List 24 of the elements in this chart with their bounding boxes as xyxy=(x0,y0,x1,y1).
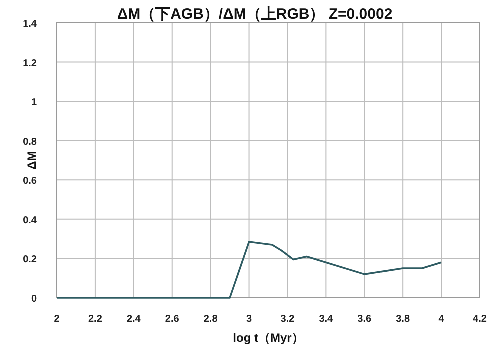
chart-title: ΔM（下AGB）/ΔM（上RGB） Z=0.0002 xyxy=(117,6,393,23)
y-tick-label: 0.2 xyxy=(23,254,38,266)
x-tick-label: 2 xyxy=(54,314,60,325)
y-tick-label: 1.2 xyxy=(23,58,38,70)
x-tick-label: 3.8 xyxy=(396,314,410,325)
x-tick-label: 2.6 xyxy=(165,314,180,325)
y-axis-title: ΔM xyxy=(25,151,39,170)
x-tick-label: 3.4 xyxy=(319,314,334,325)
y-tick-label: 0 xyxy=(31,294,38,305)
y-tick-label: 1 xyxy=(31,98,38,109)
x-tick-label: 4.2 xyxy=(473,314,488,325)
x-tick-label: 2.8 xyxy=(204,314,218,325)
x-tick-label: 2.4 xyxy=(126,314,142,325)
line-series xyxy=(56,241,442,299)
x-tick-label: 4 xyxy=(438,314,445,325)
x-tick-label: 3 xyxy=(246,314,252,325)
y-tick-label: 0.4 xyxy=(23,215,38,226)
x-tick-label: 2.2 xyxy=(88,314,103,325)
y-tick-label: 0.8 xyxy=(23,136,38,148)
x-tick-label: 3.2 xyxy=(280,314,296,325)
x-axis-title: log t（Myr） xyxy=(233,331,304,345)
y-tick-label: 1.4 xyxy=(23,19,38,30)
x-tick-label: 3.6 xyxy=(358,314,372,325)
y-tick-label: 0.6 xyxy=(23,176,38,188)
